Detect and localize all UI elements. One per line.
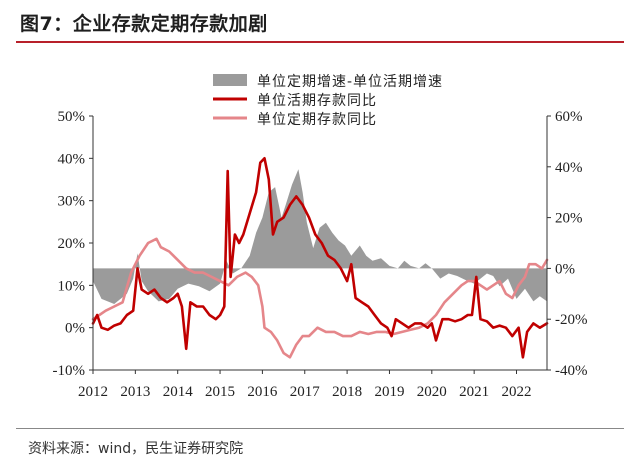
- axes: -10% 0% 10% 20% 30% 40% 50% -40% -20% 0% 20% 40% 60%…: [53, 109, 588, 400]
- chart-canvas: -10% 0% 10% 20% 30% 40% 50% -40% -20% 0% 20% 40% 60%…: [53, 74, 588, 400]
- legend-label-time-deposit: 单位定期存款同比: [257, 112, 377, 128]
- x-axis-tick-label: 2013: [120, 384, 150, 400]
- legend-label-demand-deposit: 单位活期存款同比: [257, 93, 377, 109]
- x-axis-tick-label: 2015: [205, 384, 235, 400]
- right-axis-tick-label: 60%: [555, 109, 583, 125]
- left-axis-tick-label: 10%: [58, 278, 86, 294]
- x-axis-tick-label: 2016: [247, 384, 278, 400]
- title-underline: [16, 41, 624, 43]
- right-axis-tick-label: -20%: [555, 312, 588, 328]
- right-axis-tick-label: 40%: [555, 160, 583, 176]
- left-axis-tick-label: 50%: [58, 109, 86, 125]
- x-axis-tick-label: 2018: [332, 384, 362, 400]
- legend-swatch-spread: [213, 74, 247, 86]
- source-divider: [16, 428, 624, 429]
- x-axis-tick-label: 2019: [374, 384, 404, 400]
- legend-label-spread: 单位定期增速-单位活期增速: [257, 74, 443, 90]
- left-axis-tick-label: 40%: [58, 151, 86, 167]
- x-axis-tick-label: 2012: [78, 384, 108, 400]
- line-series-time-deposit: [91, 237, 549, 359]
- source-note: 资料来源：wind，民生证券研究院: [28, 441, 244, 457]
- left-axis-tick-label: 20%: [58, 236, 86, 252]
- x-axis-tick-label: 2021: [459, 384, 489, 400]
- x-axis-tick-label: 2020: [417, 384, 447, 400]
- x-axis-tick-label: 2014: [163, 384, 194, 400]
- right-axis-tick-label: -40%: [555, 363, 588, 379]
- line-series-demand-deposit: [91, 157, 549, 359]
- left-axis-tick-label: 0%: [65, 321, 85, 337]
- x-axis-tick-label: 2017: [290, 384, 321, 400]
- left-axis-tick-label: -10%: [53, 363, 86, 379]
- area-series-spread: [93, 169, 547, 304]
- figure-title: 图7：企业存款定期存款加剧: [20, 13, 268, 35]
- right-axis-tick-label: 20%: [555, 211, 583, 227]
- x-axis-tick-label: 2022: [502, 384, 532, 400]
- right-axis-tick-label: 0%: [555, 261, 575, 277]
- plot-area: [91, 157, 549, 359]
- left-axis-tick-label: 30%: [58, 194, 86, 210]
